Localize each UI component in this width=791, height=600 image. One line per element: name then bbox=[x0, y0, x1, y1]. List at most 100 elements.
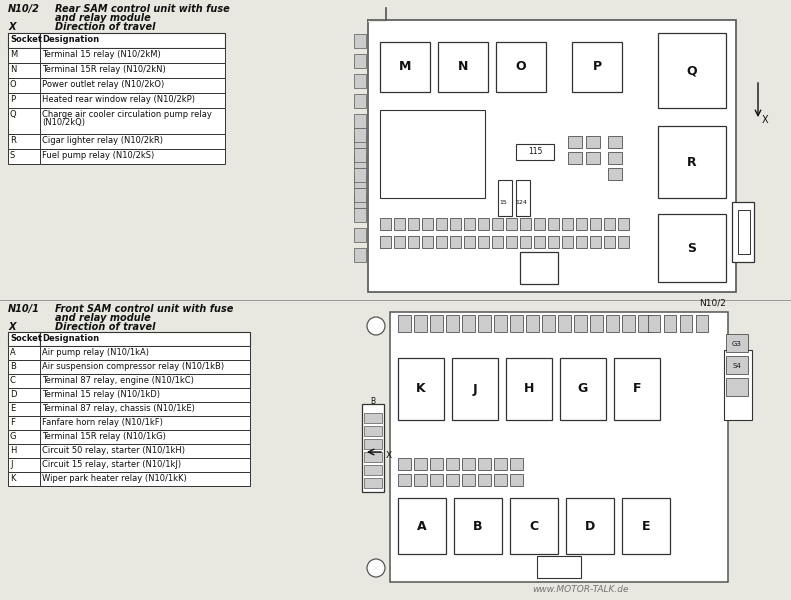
Text: F: F bbox=[633, 383, 642, 395]
Bar bbox=[464, 236, 475, 248]
Bar bbox=[566, 498, 614, 554]
Bar bbox=[452, 358, 498, 420]
Bar bbox=[562, 218, 573, 230]
Text: Direction of travel: Direction of travel bbox=[55, 22, 156, 32]
Bar bbox=[568, 136, 582, 148]
Bar bbox=[562, 236, 573, 248]
Bar bbox=[8, 402, 40, 416]
Bar bbox=[618, 236, 629, 248]
Bar bbox=[478, 458, 491, 470]
Bar bbox=[558, 315, 571, 332]
Bar bbox=[422, 218, 433, 230]
Bar bbox=[506, 236, 517, 248]
Bar bbox=[510, 498, 558, 554]
Text: Terminal 15 relay (N10/1kD): Terminal 15 relay (N10/1kD) bbox=[42, 390, 160, 399]
Bar bbox=[526, 315, 539, 332]
Bar bbox=[408, 236, 419, 248]
Bar bbox=[40, 472, 250, 486]
Text: O: O bbox=[10, 80, 17, 89]
Text: Air pump relay (N10/1kA): Air pump relay (N10/1kA) bbox=[42, 348, 149, 357]
Text: Power outlet relay (N10/2kO): Power outlet relay (N10/2kO) bbox=[42, 80, 165, 89]
Text: C: C bbox=[10, 376, 16, 385]
Text: N10/2: N10/2 bbox=[699, 298, 726, 307]
Bar bbox=[446, 458, 459, 470]
Bar bbox=[510, 458, 523, 470]
Bar bbox=[572, 42, 622, 92]
Bar bbox=[726, 356, 748, 374]
Text: Front SAM control unit with fuse: Front SAM control unit with fuse bbox=[55, 304, 233, 314]
Bar bbox=[414, 474, 427, 486]
Bar bbox=[614, 358, 660, 420]
Bar bbox=[40, 93, 225, 108]
Bar bbox=[658, 126, 726, 198]
Bar bbox=[604, 236, 615, 248]
Text: R: R bbox=[10, 136, 16, 145]
Bar bbox=[354, 34, 366, 48]
Text: Socket: Socket bbox=[10, 35, 42, 44]
Text: N10/2: N10/2 bbox=[8, 4, 40, 14]
Bar bbox=[446, 474, 459, 486]
Circle shape bbox=[367, 559, 385, 577]
Bar bbox=[516, 180, 530, 216]
Bar bbox=[8, 430, 40, 444]
Bar bbox=[40, 360, 250, 374]
Bar bbox=[498, 180, 512, 216]
Bar bbox=[622, 315, 635, 332]
Bar bbox=[354, 174, 366, 188]
Bar bbox=[408, 218, 419, 230]
Bar bbox=[8, 48, 40, 63]
Text: H: H bbox=[524, 383, 534, 395]
Bar bbox=[520, 252, 558, 284]
Bar bbox=[520, 218, 531, 230]
Bar bbox=[537, 556, 581, 578]
Bar bbox=[8, 388, 40, 402]
Bar bbox=[696, 315, 708, 332]
Bar bbox=[362, 404, 384, 492]
Bar bbox=[364, 452, 382, 462]
Bar bbox=[590, 315, 603, 332]
Bar bbox=[608, 152, 622, 164]
Text: Heated rear window relay (N10/2kP): Heated rear window relay (N10/2kP) bbox=[42, 95, 195, 104]
Bar bbox=[40, 346, 250, 360]
Text: E: E bbox=[10, 404, 15, 413]
Circle shape bbox=[367, 317, 385, 335]
Bar bbox=[510, 474, 523, 486]
Text: Terminal 87 relay, chassis (N10/1kE): Terminal 87 relay, chassis (N10/1kE) bbox=[42, 404, 195, 413]
Text: Q: Q bbox=[687, 64, 698, 77]
Bar bbox=[534, 218, 545, 230]
Bar bbox=[422, 236, 433, 248]
Text: Terminal 15 relay (N10/2kM): Terminal 15 relay (N10/2kM) bbox=[42, 50, 161, 59]
Text: N10/1: N10/1 bbox=[8, 304, 40, 314]
Text: H: H bbox=[10, 446, 17, 455]
Text: D: D bbox=[585, 520, 595, 533]
Bar bbox=[648, 315, 660, 332]
Bar bbox=[380, 110, 485, 198]
Bar bbox=[436, 236, 447, 248]
Bar bbox=[492, 236, 503, 248]
Text: S: S bbox=[10, 151, 15, 160]
Bar bbox=[414, 315, 427, 332]
Bar bbox=[478, 236, 489, 248]
Text: D: D bbox=[10, 390, 17, 399]
Bar bbox=[8, 63, 40, 78]
Bar bbox=[40, 416, 250, 430]
Bar bbox=[40, 63, 225, 78]
Bar bbox=[40, 458, 250, 472]
Text: M: M bbox=[10, 50, 17, 59]
Text: M: M bbox=[399, 61, 411, 73]
Text: Designation: Designation bbox=[42, 334, 99, 343]
Bar bbox=[8, 472, 40, 486]
Bar bbox=[548, 236, 559, 248]
Bar bbox=[364, 413, 382, 423]
Bar bbox=[354, 228, 366, 242]
Bar bbox=[738, 210, 750, 254]
Bar bbox=[8, 33, 40, 48]
Bar bbox=[658, 214, 726, 282]
Bar bbox=[354, 128, 366, 142]
Bar bbox=[354, 188, 366, 202]
Bar bbox=[8, 374, 40, 388]
Text: Wiper park heater relay (N10/1kK): Wiper park heater relay (N10/1kK) bbox=[42, 474, 187, 483]
Text: N: N bbox=[458, 61, 468, 73]
Text: J: J bbox=[473, 383, 477, 395]
Text: Fuel pump relay (N10/2kS): Fuel pump relay (N10/2kS) bbox=[42, 151, 154, 160]
